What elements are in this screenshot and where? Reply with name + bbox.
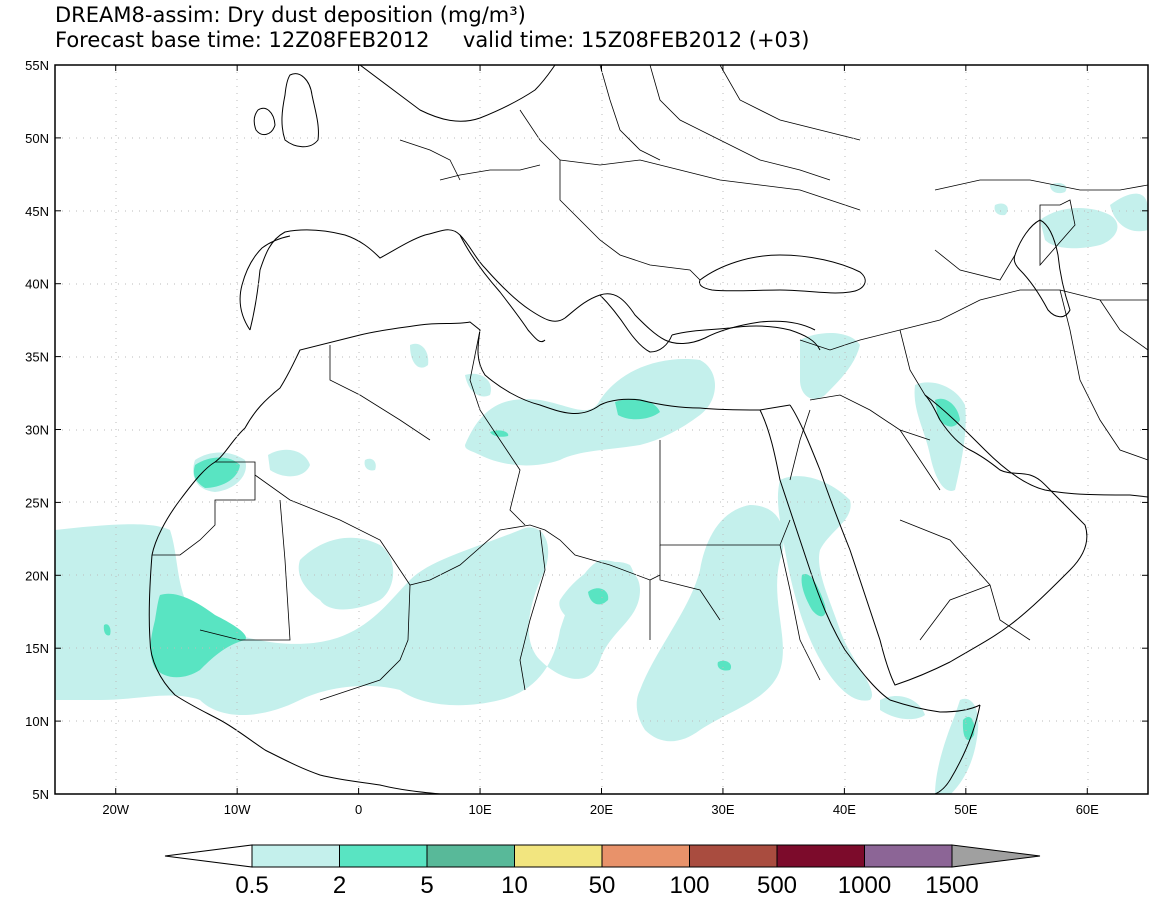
colorbar-label: 10	[501, 872, 528, 899]
lat-label: 35N	[25, 350, 49, 365]
colorbar-label: 1000	[838, 872, 891, 899]
forecast-base-time: Forecast base time: 12Z08FEB2012	[55, 28, 430, 52]
gridlines	[55, 65, 1148, 794]
colorbar-label: 5	[420, 872, 433, 899]
colorbar-label: 0.5	[235, 872, 268, 899]
colorbar-segment	[689, 844, 778, 868]
colorbar-label: 2	[333, 872, 346, 899]
colorbar-segment	[339, 844, 428, 868]
lat-label: 20N	[25, 568, 49, 583]
colorbar: 0.5 2 5 10 50 100 500 1000 1500	[164, 844, 1041, 899]
colorbar-segment	[426, 844, 515, 868]
colorbar-segment	[776, 844, 865, 868]
lat-label: 40N	[25, 277, 49, 292]
latitude-labels: 55N 50N 45N 40N 35N 30N 25N 20N 15N 10N 5N	[25, 58, 1148, 802]
colorbar-segment	[514, 844, 603, 868]
colorbar-label: 50	[589, 872, 616, 899]
lon-label: 40E	[833, 802, 856, 817]
lon-label: 60E	[1076, 802, 1099, 817]
map-subtitle: Forecast base time: 12Z08FEB2012 valid t…	[55, 29, 809, 51]
colorbar-label: 500	[757, 872, 797, 899]
lat-label: 15N	[25, 641, 49, 656]
lon-label: 50E	[954, 802, 977, 817]
lat-label: 55N	[25, 58, 49, 73]
longitude-labels: 20W 10W 0 10E 20E 30E 40E 50E 60E	[102, 65, 1099, 817]
borders	[152, 65, 1148, 701]
lon-label: 10E	[468, 802, 491, 817]
colorbar-over-arrow	[951, 844, 1041, 868]
colorbar-segment	[601, 844, 690, 868]
colorbar-segment	[251, 844, 340, 868]
lat-label: 10N	[25, 714, 49, 729]
lat-label: 50N	[25, 131, 49, 146]
lon-label: 20E	[590, 802, 613, 817]
lon-label: 30E	[711, 802, 734, 817]
lon-label: 0	[355, 802, 362, 817]
dust-level-2	[103, 398, 975, 740]
colorbar-label: 1500	[925, 872, 978, 899]
colorbar-under-arrow	[164, 844, 253, 868]
lat-label: 45N	[25, 204, 49, 219]
colorbar-label: 100	[669, 872, 709, 899]
valid-time: valid time: 15Z08FEB2012 (+03)	[462, 28, 810, 52]
lon-label: 20W	[102, 802, 129, 817]
map-title: DREAM8-assim: Dry dust deposition (mg/m³…	[55, 3, 526, 27]
lat-label: 25N	[25, 495, 49, 510]
lon-label: 10W	[224, 802, 251, 817]
lat-label: 30N	[25, 423, 49, 438]
colorbar-segment	[864, 844, 953, 868]
lat-label: 5N	[32, 787, 49, 802]
